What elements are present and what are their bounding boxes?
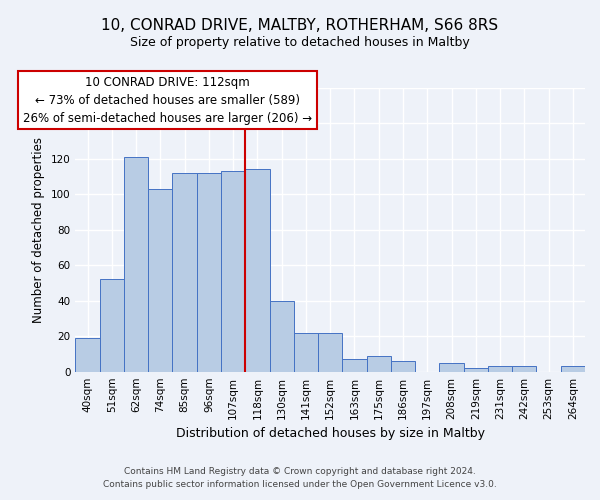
Bar — [100, 280, 124, 372]
Bar — [367, 356, 391, 372]
Text: 10 CONRAD DRIVE: 112sqm
← 73% of detached houses are smaller (589)
26% of semi-d: 10 CONRAD DRIVE: 112sqm ← 73% of detache… — [23, 76, 312, 124]
Bar — [512, 366, 536, 372]
Bar — [488, 366, 512, 372]
Bar — [318, 332, 343, 372]
Bar — [76, 338, 100, 372]
Text: 10, CONRAD DRIVE, MALTBY, ROTHERHAM, S66 8RS: 10, CONRAD DRIVE, MALTBY, ROTHERHAM, S66… — [101, 18, 499, 32]
Bar — [391, 361, 415, 372]
Bar — [464, 368, 488, 372]
Bar — [221, 171, 245, 372]
Bar — [439, 363, 464, 372]
Bar — [197, 173, 221, 372]
Y-axis label: Number of detached properties: Number of detached properties — [32, 136, 45, 322]
Text: Contains HM Land Registry data © Crown copyright and database right 2024.
Contai: Contains HM Land Registry data © Crown c… — [103, 468, 497, 489]
Bar — [343, 360, 367, 372]
Bar — [172, 173, 197, 372]
Bar — [148, 189, 172, 372]
X-axis label: Distribution of detached houses by size in Maltby: Distribution of detached houses by size … — [176, 427, 485, 440]
Bar — [124, 157, 148, 372]
Bar — [561, 366, 585, 372]
Bar — [245, 170, 269, 372]
Text: Size of property relative to detached houses in Maltby: Size of property relative to detached ho… — [130, 36, 470, 49]
Bar — [269, 300, 294, 372]
Bar — [294, 332, 318, 372]
